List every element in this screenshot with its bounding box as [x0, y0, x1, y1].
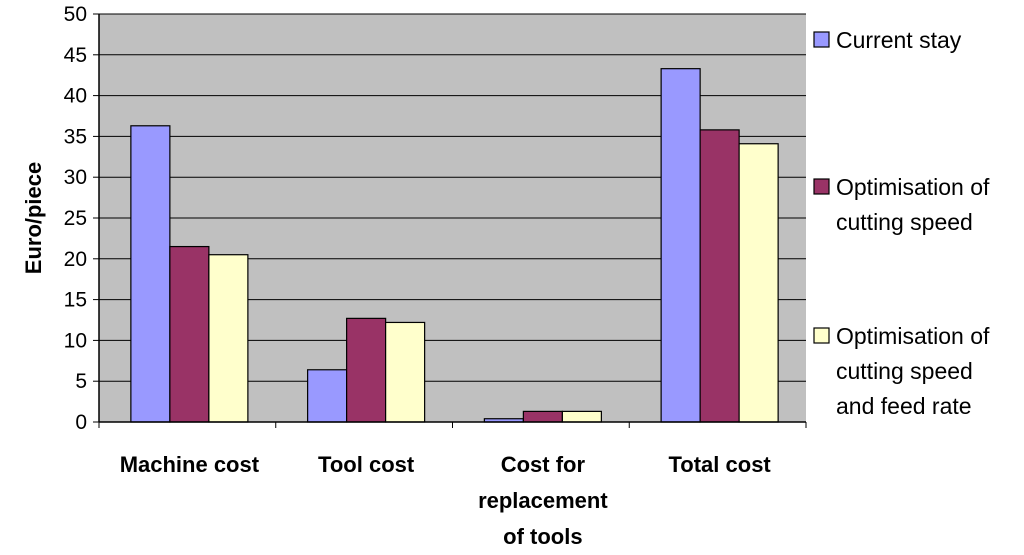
bar — [208, 254, 249, 423]
y-tick-label: 50 — [64, 3, 87, 26]
y-tick-label: 10 — [64, 329, 87, 352]
legend-label: Current stay — [836, 27, 962, 53]
bar — [307, 369, 348, 423]
legend-label: Optimisation of cutting speed — [836, 174, 990, 235]
y-tick-label: 35 — [64, 125, 87, 148]
legend-swatch — [813, 31, 830, 48]
bar — [561, 410, 602, 423]
y-axis-label: Euro/piece — [21, 162, 46, 274]
legend-swatch — [813, 178, 830, 195]
bars — [130, 68, 779, 423]
y-tick-label: 15 — [64, 289, 87, 312]
y-tick-label: 25 — [64, 207, 87, 230]
legend: Current stay Optimisation of cutting speed… — [813, 27, 990, 419]
y-tick-label: 45 — [64, 44, 87, 67]
axes — [93, 13, 807, 428]
x-category-label: Cost for replacement of tools — [478, 452, 608, 549]
legend-label: Optimisation of cutting speed and feed rat… — [836, 323, 990, 419]
x-category-labels: Machine cost Tool cost Cost for replacement… — [120, 452, 772, 549]
bar — [522, 410, 563, 423]
y-tick-labels: 0 5 10 15 20 25 30 35 40 45 50 — [64, 3, 87, 434]
y-tick-label: 5 — [75, 370, 87, 393]
y-tick-label: 30 — [64, 166, 87, 189]
y-tick-label: 20 — [64, 248, 87, 271]
legend-swatch — [813, 327, 830, 344]
x-category-label: Tool cost — [318, 452, 415, 477]
bar — [169, 245, 210, 423]
bar — [130, 125, 171, 423]
bar — [385, 321, 426, 423]
y-tick-label: 40 — [64, 85, 87, 108]
bar — [660, 68, 701, 423]
x-category-label: Machine cost — [120, 452, 260, 477]
bar — [738, 143, 779, 423]
y-tick-label: 0 — [75, 411, 87, 434]
bar — [346, 317, 387, 423]
bar — [699, 129, 740, 423]
x-category-label: Total cost — [668, 452, 771, 477]
